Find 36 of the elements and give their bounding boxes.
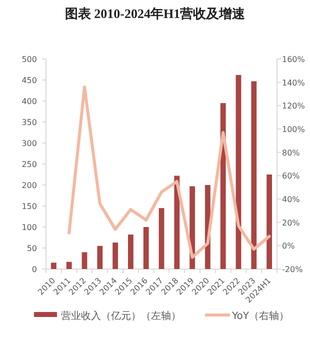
y2-tick-label: 20% [282,218,300,228]
y-tick-label: 150 [22,202,37,211]
y-tick-label: 400 [22,97,37,106]
y-tick-label: 50 [26,244,37,253]
bar [266,174,272,269]
bar [128,234,134,269]
y2-tick-label: 0% [282,242,296,251]
y2-tick-label: 60% [282,172,300,181]
y2-tick-label: 160% [282,55,306,64]
line-series [68,86,271,259]
y-tick-label: 300 [22,139,37,148]
y2-tick-label: 100% [282,125,306,134]
bar [82,252,88,269]
y-tick-label: 0 [32,265,37,274]
legend-label: YoY（右轴） [231,310,290,322]
bar [66,262,72,269]
bar [51,262,56,269]
y2-tick-label: -20% [282,265,304,274]
y2-tick-label: 120% [282,102,306,111]
y2-tick-label: 40% [282,195,300,204]
y-tick-label: 500 [22,55,37,64]
bar [97,246,103,269]
bar [158,208,164,269]
y2-tick-label: 140% [282,78,306,88]
y-tick-label: 100 [22,223,37,232]
chart-title: 图表 2010-2024年H1营收及增速 [64,6,246,21]
y-tick-label: 350 [22,118,37,127]
y-tick-label: 250 [22,160,37,169]
bar [143,227,149,269]
y-tick-label: 450 [22,76,37,85]
bar [112,242,118,269]
bar [174,176,180,269]
y2-tick-label: 80% [282,148,300,158]
y-tick-label: 200 [22,181,37,190]
legend-label: 营业收入（亿元）（左轴） [61,310,181,322]
bar [251,81,257,269]
